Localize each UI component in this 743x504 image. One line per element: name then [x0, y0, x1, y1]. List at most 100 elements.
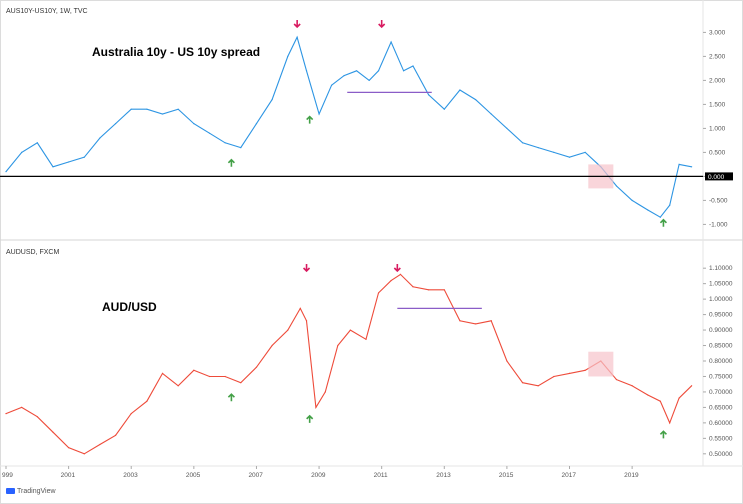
audusd-ytick-label: 0.60000 [709, 420, 733, 427]
spread-data-point [305, 70, 308, 72]
xtick-label: 2013 [436, 472, 451, 479]
spread-data-point [224, 142, 226, 144]
spread-data-point [83, 156, 85, 158]
audusd-data-point [506, 360, 508, 362]
top-pane-symbol: AUS10Y-US10Y, 1W, TVC [6, 8, 88, 15]
spread-data-point [506, 127, 508, 129]
tradingview-logo[interactable]: TradingView [6, 488, 56, 495]
audusd-pane: 1.10000 1.05000 1.00000 0.95000 0.90000 0.850… [5, 264, 733, 458]
audusd-data-point [114, 434, 117, 436]
audusd-data-point [83, 453, 85, 455]
audusd-data-point [390, 279, 392, 282]
audusd-ytick-label: 0.50000 [709, 451, 733, 458]
audusd-data-point [365, 338, 367, 340]
spread-series-line [5, 35, 692, 218]
audusd-data-point [459, 320, 461, 322]
spread-data-point [255, 123, 258, 125]
audusd-data-point [337, 344, 339, 347]
tradingview-logo-text: TradingView [17, 488, 56, 495]
spread-data-point [428, 94, 430, 96]
spread-data-point [146, 108, 148, 110]
audusd-data-point [36, 416, 38, 418]
spread-zero-marker-label: 0.000 [708, 174, 725, 181]
spread-ytick-label: 2.000 [709, 77, 726, 84]
spread-data-point [5, 171, 7, 173]
audusd-data-point [146, 400, 148, 402]
xtick-label: 2003 [123, 472, 138, 479]
audusd-up-arrow-icon [659, 430, 667, 439]
audusd-data-point [615, 378, 618, 381]
spread-data-point [647, 209, 649, 211]
spread-pane: 3.000 2.500 2.000 1.500 1.000 0.500 0.000 -0.50… [0, 20, 733, 228]
xtick-label: 2011 [374, 472, 388, 479]
audusd-data-point [490, 320, 492, 322]
spread-ytick-label: 0.500 [709, 149, 726, 156]
audusd-data-point [659, 400, 661, 402]
spread-up-arrow-icon [306, 115, 314, 124]
spread-data-point [52, 166, 54, 168]
spread-data-point [615, 185, 618, 187]
spread-data-point [161, 113, 164, 115]
spread-data-point [271, 99, 273, 101]
spread-up-arrow-icon [659, 218, 667, 227]
audusd-ytick-label: 0.85000 [709, 343, 733, 350]
audusd-data-point [161, 372, 164, 374]
audusd-data-point [553, 375, 555, 378]
audusd-ytick-label: 1.00000 [709, 296, 733, 303]
audusd-label: AUD/USD [102, 300, 157, 314]
spread-down-arrow-icon [293, 20, 301, 29]
spread-data-point [356, 70, 358, 72]
audusd-data-point [21, 406, 23, 409]
spread-data-point [99, 137, 101, 139]
audusd-data-point [669, 422, 671, 424]
spread-ytick-label: 3.000 [709, 29, 726, 36]
spread-data-point [691, 166, 693, 168]
spread-ytick-label: 1.500 [709, 101, 726, 108]
audusd-ytick-label: 0.90000 [709, 327, 733, 334]
audusd-data-point [631, 385, 633, 387]
spread-ytick-label: 2.500 [709, 53, 726, 60]
audusd-data-point [177, 385, 179, 387]
audusd-data-point [299, 307, 301, 310]
audusd-data-point [287, 329, 289, 331]
spread-data-point [474, 99, 477, 101]
spread-data-point [669, 204, 671, 206]
audusd-data-point [691, 385, 693, 387]
audusd-data-point [224, 375, 226, 378]
audusd-data-point [377, 292, 380, 294]
audusd-ytick-label: 0.55000 [709, 435, 733, 442]
audusd-data-point [68, 447, 70, 449]
audusd-data-point [349, 329, 351, 331]
audusd-data-point [255, 366, 258, 368]
spread-data-point [678, 163, 680, 165]
audusd-down-arrow-icon [393, 264, 401, 273]
spread-data-point [459, 89, 461, 91]
spread-data-point [553, 151, 555, 153]
audusd-data-point [428, 289, 430, 291]
spread-data-point [659, 216, 661, 218]
xtick-label: 2017 [562, 472, 577, 479]
spread-data-point [402, 70, 405, 72]
spread-data-point [21, 151, 23, 153]
xtick-label: 2009 [311, 472, 326, 479]
spread-data-point [377, 70, 380, 72]
spread-data-point [114, 123, 117, 125]
audusd-ytick-label: 0.70000 [709, 389, 733, 396]
audusd-data-point [130, 412, 132, 415]
audusd-data-point [647, 394, 649, 396]
spread-down-arrow-icon [378, 20, 386, 29]
spread-data-point [343, 75, 345, 77]
xtick-label: 2005 [186, 472, 201, 479]
spread-data-point [193, 123, 195, 125]
spread-data-point [240, 147, 242, 149]
spread-data-point [490, 113, 492, 115]
spread-data-point [208, 132, 211, 134]
audusd-data-point [240, 382, 242, 384]
spread-data-point [443, 108, 445, 110]
audusd-data-point [5, 412, 7, 415]
audusd-data-point [474, 323, 477, 325]
xtick-label: 999 [2, 472, 13, 479]
audusd-up-arrow-icon [306, 414, 314, 423]
spread-zero-marker [705, 172, 733, 181]
